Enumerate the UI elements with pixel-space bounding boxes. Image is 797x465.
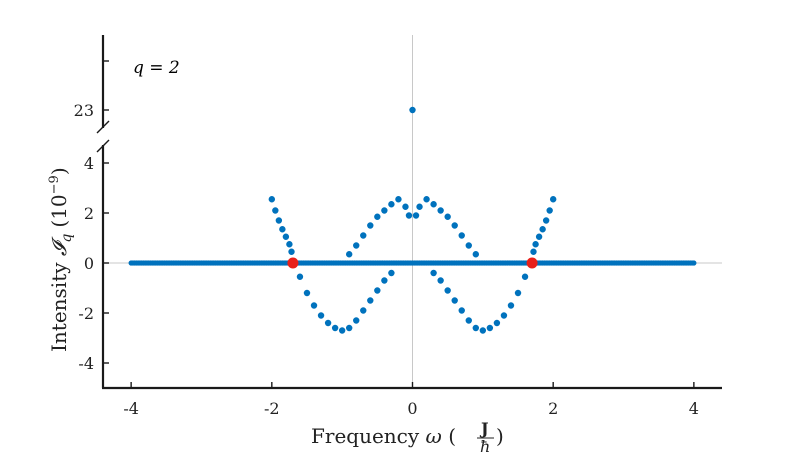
data-point [465, 317, 472, 324]
data-point [514, 289, 522, 297]
x-tick-label: 4 [689, 399, 699, 418]
data-point [409, 106, 416, 114]
axis-break-mark [96, 139, 110, 153]
data-point [353, 317, 360, 324]
data-point [324, 319, 332, 327]
data-point [493, 319, 501, 327]
data-point [521, 273, 529, 280]
data-point [381, 277, 388, 284]
data-point [367, 222, 374, 229]
y-upper-tick-label: 23 [74, 101, 94, 120]
data-point [272, 207, 279, 214]
data-point [472, 251, 480, 258]
data-point [451, 222, 458, 229]
data-point [530, 248, 537, 255]
axis-break-mark [96, 120, 110, 134]
data-point [535, 233, 543, 240]
data-point [423, 196, 430, 203]
highlight-points [287, 257, 538, 269]
data-point [458, 232, 465, 239]
data-point [412, 212, 420, 219]
data-point [539, 226, 546, 233]
x-axis-unit-denominator: ħ [480, 437, 490, 456]
data-point [416, 203, 423, 210]
data-point [360, 307, 367, 314]
data-point [437, 207, 444, 214]
data-point [288, 248, 295, 255]
reference-lines [103, 35, 722, 388]
data-point [286, 241, 293, 248]
data-point [374, 213, 381, 220]
y-tick-label: 4 [84, 154, 94, 173]
data-point [374, 287, 381, 294]
data-point [546, 207, 553, 214]
data-point [345, 251, 353, 258]
data-point [388, 201, 395, 208]
data-point [507, 302, 515, 309]
data-point [367, 297, 374, 304]
data-point [451, 297, 458, 304]
data-point [345, 324, 353, 332]
data-point [542, 217, 550, 224]
data-point [353, 242, 360, 249]
highlight-point [526, 257, 538, 269]
ticks: -4 -2 0 2 4 -4 -2 0 2 4 23 [74, 60, 699, 418]
data-point [360, 232, 367, 239]
data-point [549, 196, 557, 203]
data-point [437, 277, 444, 284]
data-point [268, 196, 276, 203]
data-point [430, 269, 437, 277]
data-point [275, 217, 283, 224]
data-point [388, 269, 395, 277]
data-point [317, 312, 325, 319]
y-tick-label: -2 [78, 304, 94, 323]
y-axis-title: Intensity 𝓘q(10−9) [47, 167, 75, 352]
x-axis-title: Frequency ω ( [311, 424, 456, 448]
data-points [128, 106, 697, 334]
data-point [338, 327, 346, 334]
data-point [395, 196, 402, 203]
x-tick-label: 2 [548, 399, 558, 418]
data-point [465, 242, 472, 249]
data-point [402, 203, 409, 210]
x-axis-unit-numerator: J [479, 419, 489, 438]
y-tick-label: 0 [84, 254, 94, 273]
axes [96, 35, 722, 390]
data-point [479, 327, 487, 334]
x-tick-label: -4 [123, 399, 139, 418]
data-point [500, 312, 508, 319]
data-point [279, 226, 286, 233]
y-tick-label: -4 [78, 354, 94, 373]
data-point [444, 287, 451, 294]
data-point [303, 289, 311, 297]
data-point [296, 273, 304, 280]
data-point [472, 324, 480, 332]
data-point [331, 324, 339, 332]
data-point [310, 302, 318, 309]
data-point [532, 241, 539, 248]
x-axis-unit-fraction: J ħ ) [477, 419, 504, 456]
data-point [691, 260, 697, 266]
annotation-label: q = 2 [133, 58, 180, 78]
x-tick-label: 0 [407, 399, 417, 418]
data-point [282, 233, 290, 240]
data-point [430, 201, 437, 208]
y-tick-label: 2 [84, 204, 94, 223]
highlight-point [287, 257, 299, 269]
x-axis-close-paren: ) [496, 424, 504, 448]
data-point [486, 324, 494, 332]
data-point [444, 213, 451, 220]
data-point [405, 212, 413, 219]
x-tick-label: -2 [264, 399, 280, 418]
data-point [381, 207, 388, 214]
data-point [458, 307, 465, 314]
